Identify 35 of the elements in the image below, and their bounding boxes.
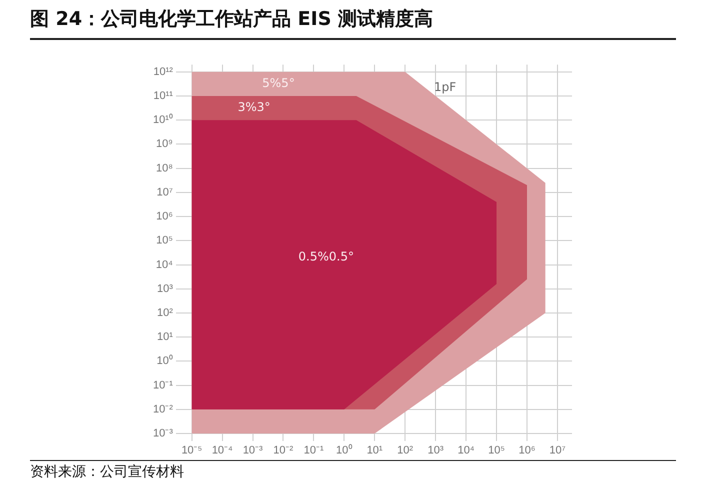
- x-tick-label: 10⁻²: [273, 444, 294, 456]
- x-tick-label: 10⁻³: [242, 444, 264, 456]
- y-tick-label: 10⁴: [156, 258, 174, 271]
- y-tick-label: 10⁰: [156, 354, 173, 368]
- y-tick-label: 10¹: [156, 331, 174, 344]
- text: 资料来源：公司宣传材料: [30, 460, 676, 481]
- chart-title: 图 24：公司电化学工作站产品 EIS 测试精度高: [30, 6, 676, 40]
- x-tick-label: 10⁻¹: [304, 444, 324, 456]
- series-label: 5%5°: [262, 76, 295, 90]
- x-tick-label: 10¹: [366, 444, 383, 456]
- x-tick-label: 10⁶: [518, 444, 536, 456]
- x-tick-label: 10²: [397, 444, 414, 456]
- y-tick-label: 10¹²: [153, 66, 174, 78]
- y-tick-label: 10⁷: [156, 186, 173, 198]
- y-tick-label: 10⁹: [156, 138, 173, 150]
- x-tick-label: 10³: [428, 444, 444, 456]
- y-tick-label: 10²: [156, 307, 174, 320]
- y-tick-label: 10⁸: [156, 162, 173, 174]
- y-tick-label: 10¹⁰: [152, 113, 173, 126]
- series-label: 0.5%0.5°: [298, 250, 354, 264]
- x-tick-label: 10⁻⁵: [181, 444, 202, 456]
- y-tick-label: 10⁻¹: [152, 379, 174, 392]
- x-tick-label: 10⁻⁴: [212, 444, 234, 456]
- x-tick-label: 10⁰: [336, 443, 352, 456]
- y-tick-label: 10⁻³: [152, 428, 174, 440]
- y-tick-label: 10⁵: [156, 234, 173, 247]
- series-label: 3%3°: [238, 100, 270, 114]
- x-tick-label: 10⁷: [549, 444, 566, 456]
- y-tick-label: 10³: [156, 282, 174, 295]
- y-tick-label: 10⁶: [156, 210, 173, 223]
- x-tick-label: 10⁴: [458, 444, 475, 456]
- annotation: 1pF: [434, 80, 456, 94]
- y-tick-label: 10¹¹: [153, 90, 174, 102]
- y-tick-label: 10⁻²: [152, 403, 174, 416]
- x-tick-label: 10⁵: [488, 444, 505, 456]
